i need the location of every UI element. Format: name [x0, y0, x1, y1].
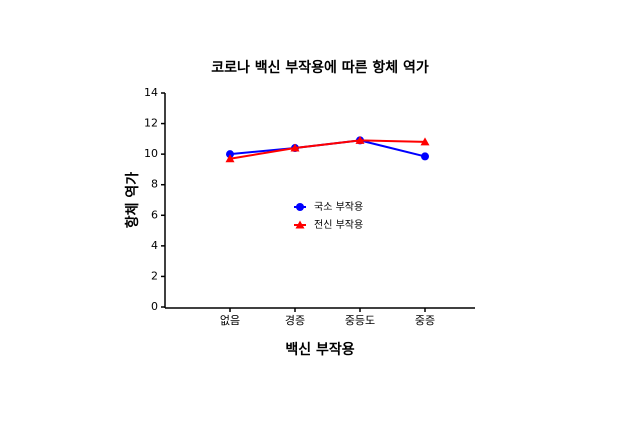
- marker: [290, 143, 300, 152]
- line: [229, 139, 426, 160]
- y-axis-label: 항체 역가: [124, 172, 141, 229]
- legend-label: 전신 부작용: [314, 219, 363, 231]
- y-tick-label: 2: [151, 269, 158, 282]
- marker: [421, 152, 429, 161]
- marker: [226, 150, 234, 159]
- marker: [225, 154, 235, 163]
- marker: [296, 203, 304, 211]
- y-tick-label: 12: [144, 117, 158, 130]
- y-tick-label: 6: [151, 208, 158, 221]
- y-tick-label: 14: [144, 86, 158, 99]
- x-tick-label: 중등도: [345, 314, 375, 327]
- legend-label: 국소 부작용: [314, 201, 363, 213]
- chart-title: 코로나 백신 부작용에 따른 항체 역가: [211, 59, 429, 76]
- marker: [295, 220, 305, 229]
- y-tick-label: 4: [151, 239, 158, 252]
- x-tick-label: 중증: [415, 314, 435, 327]
- marker: [420, 137, 430, 146]
- y-tick-label: 10: [144, 147, 158, 160]
- y-tick-label: 8: [151, 178, 158, 191]
- x-axis-label: 백신 부작용: [285, 341, 354, 358]
- x-tick-label: 없음: [220, 314, 240, 327]
- x-tick-label: 경증: [285, 314, 305, 327]
- y-tick-label: 0: [151, 300, 158, 313]
- marker: [355, 135, 365, 144]
